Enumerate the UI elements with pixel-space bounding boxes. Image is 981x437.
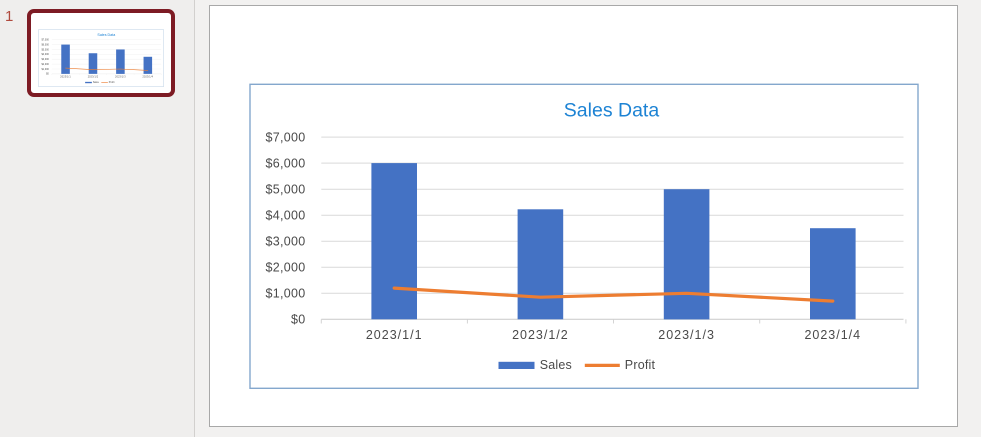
svg-text:2023/1/3: 2023/1/3 — [115, 76, 126, 78]
svg-text:2023/1/3: 2023/1/3 — [658, 328, 715, 342]
svg-text:Sales: Sales — [92, 82, 99, 84]
svg-text:$3,000: $3,000 — [41, 59, 49, 61]
svg-text:$7,000: $7,000 — [265, 130, 305, 144]
svg-text:$2,000: $2,000 — [265, 261, 305, 275]
svg-text:$5,000: $5,000 — [41, 49, 49, 51]
svg-text:2023/1/2: 2023/1/2 — [87, 76, 98, 78]
svg-text:Sales Data: Sales Data — [564, 99, 660, 121]
svg-text:$7,000: $7,000 — [41, 39, 49, 41]
svg-text:$6,000: $6,000 — [41, 44, 49, 46]
svg-text:$1,000: $1,000 — [265, 287, 305, 301]
svg-text:$2,000: $2,000 — [41, 63, 49, 65]
svg-text:Profit: Profit — [108, 81, 114, 84]
svg-text:2023/1/1: 2023/1/1 — [366, 328, 423, 342]
svg-text:Profit: Profit — [625, 358, 656, 372]
svg-text:$0: $0 — [46, 73, 49, 75]
svg-text:2023/1/2: 2023/1/2 — [512, 328, 569, 342]
svg-text:2023/1/4: 2023/1/4 — [142, 76, 153, 78]
svg-text:2023/1/4: 2023/1/4 — [804, 328, 861, 342]
svg-text:$4,000: $4,000 — [41, 54, 49, 56]
svg-text:$1,000: $1,000 — [41, 68, 49, 70]
svg-text:$0: $0 — [291, 313, 306, 327]
svg-text:$4,000: $4,000 — [265, 209, 305, 223]
svg-text:Sales: Sales — [540, 358, 572, 372]
svg-text:$5,000: $5,000 — [265, 183, 305, 197]
svg-text:$6,000: $6,000 — [265, 156, 305, 170]
svg-text:2023/1/1: 2023/1/1 — [60, 76, 71, 78]
svg-text:$3,000: $3,000 — [265, 235, 305, 249]
svg-text:Sales Data: Sales Data — [97, 32, 116, 36]
